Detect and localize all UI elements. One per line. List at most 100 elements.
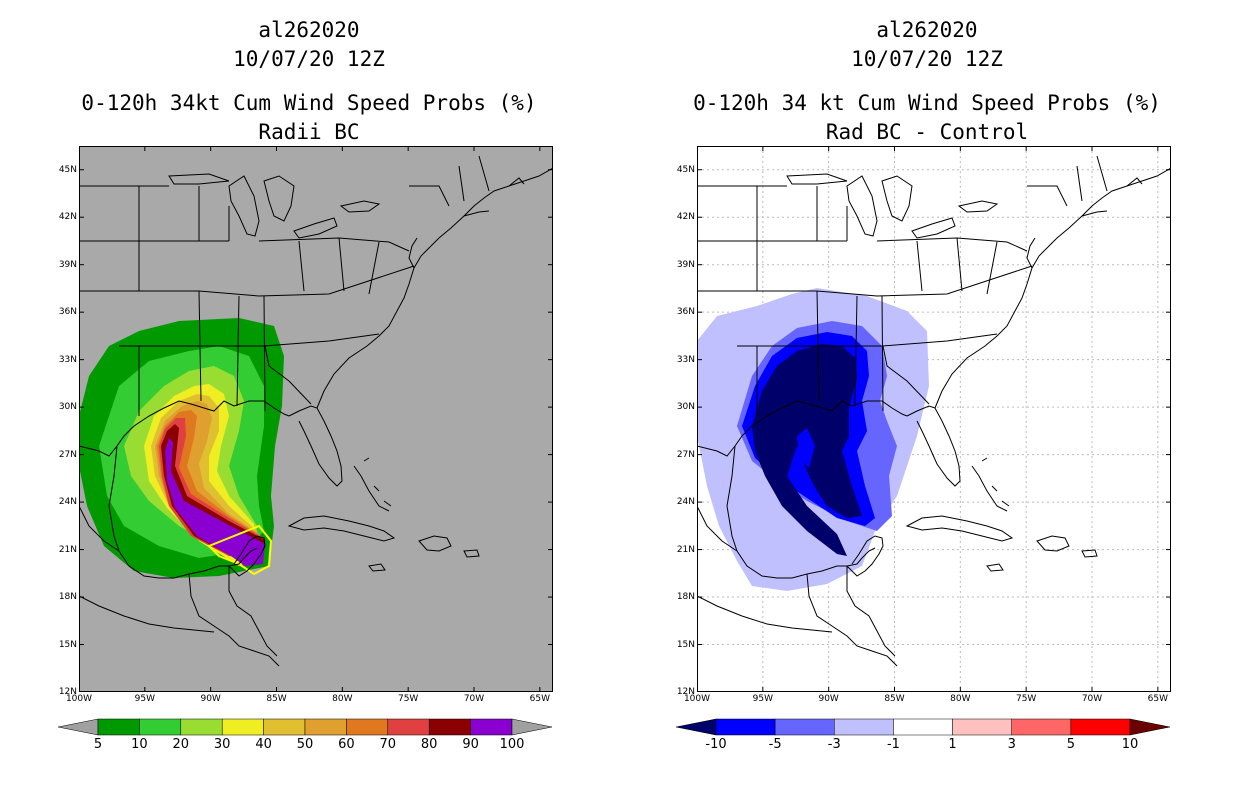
right-map-panel: al262020 10/07/20 12Z 0-120h 34 kt Cum W… (618, 0, 1236, 800)
left-map: 45N 42N 39N 36N 33N 30N 27N 24N 21N 18N 15N 12N 100… (59, 146, 553, 704)
lat-label: 18N (676, 592, 695, 603)
left-map-frame (79, 146, 553, 692)
colorbar-label: 40 (255, 737, 272, 752)
right-colorbar-segment (1011, 718, 1072, 736)
lon-label: 65W (529, 694, 550, 704)
right-colorbar-low-arrow (675, 718, 717, 736)
colorbar-label: 30 (213, 737, 231, 752)
lat-label: 42N (676, 212, 695, 223)
lat-label: 30N (676, 402, 695, 413)
right-colorbar-segment (715, 718, 776, 736)
left-colorbar-segment (346, 718, 389, 736)
lat-label: 39N (676, 259, 695, 270)
colorbar-label: -5 (768, 737, 782, 752)
left-colorbar-segment (139, 718, 182, 736)
prob-80-90-zone (161, 424, 265, 558)
right-colorbar-segment (1070, 718, 1131, 736)
lat-label: 15N (58, 639, 77, 650)
lon-label: 95W (134, 694, 155, 704)
lat-label: 36N (676, 307, 695, 318)
lon-label: 75W (397, 694, 419, 704)
lat-label: 12N (58, 687, 77, 697)
colorbar-label: 10 (1121, 737, 1139, 752)
left-colorbar-segment (263, 718, 306, 736)
colorbar-label: 60 (338, 737, 355, 752)
left-colorbar-segment (221, 718, 264, 736)
right-diff-shading (697, 288, 929, 591)
left-colorbar-segment (304, 718, 347, 736)
right-product-subtitle: Rad BC - Control (825, 120, 1029, 144)
lat-label: 24N (58, 497, 77, 508)
lat-label: 42N (58, 212, 77, 223)
left-product-subtitle: Radii BC (258, 120, 360, 144)
lat-label: 39N (58, 259, 77, 270)
left-wind-prob-shading (79, 318, 284, 578)
lon-label: 90W (200, 694, 221, 704)
right-map-frame (697, 146, 1171, 692)
lon-label: 70W (463, 694, 485, 704)
right-product-title: 0-120h 34 kt Cum Wind Speed Probs (%) (693, 91, 1161, 115)
lon-label: 80W (332, 694, 353, 704)
right-forecast-date: 10/07/20 12Z (851, 47, 1003, 71)
right-map-svg (697, 146, 1171, 692)
right-colorbar-segment (952, 718, 1012, 736)
left-colorbar-high-arrow (511, 718, 553, 736)
diff-minus5-hole (797, 428, 815, 468)
lat-label: 15N (676, 639, 695, 650)
colorbar-label: 90 (462, 737, 479, 752)
lat-label: 21N (58, 544, 77, 555)
lat-label: 45N (58, 164, 77, 175)
colorbar-label: -3 (827, 737, 841, 752)
colorbar-label: -10 (705, 737, 727, 752)
colorbar-label: 5 (1066, 737, 1075, 752)
right-colorbar-segment (774, 718, 835, 736)
left-colorbar-segment (180, 718, 223, 736)
lat-label: 18N (58, 592, 77, 603)
colorbar-label: 10 (131, 737, 148, 752)
left-colorbar-low-arrow (57, 718, 99, 736)
right-map: 45N 42N 39N 36N 33N 30N 27N 24N 21N 18N 15N 12N 100… (677, 146, 1171, 704)
left-colorbar-segment (387, 718, 430, 736)
lat-label: 33N (58, 354, 77, 365)
lat-label: 21N (676, 544, 695, 555)
colorbar-label: 50 (296, 737, 314, 752)
lat-label: 12N (676, 687, 695, 697)
lon-label: 70W (1081, 694, 1103, 704)
right-colorbar (675, 718, 1171, 736)
left-colorbar-segment (470, 718, 513, 736)
prob-outline (207, 524, 273, 576)
lon-label: 85W (266, 694, 287, 704)
right-colorbar-segment (834, 718, 894, 736)
lon-label: 75W (1015, 694, 1037, 704)
colorbar-label: 5 (93, 737, 103, 752)
left-colorbar-segment (97, 718, 140, 736)
colorbar-label: 20 (172, 737, 190, 752)
lon-label: 80W (950, 694, 971, 704)
lon-label: 100W (683, 694, 711, 704)
lat-label: 30N (58, 402, 77, 413)
left-colorbar-segment (428, 718, 471, 736)
left-colorbar (57, 718, 553, 736)
colorbar-label: 80 (420, 737, 438, 752)
lat-label: 27N (676, 449, 695, 460)
lon-label: 100W (65, 694, 93, 704)
lon-label: 95W (752, 694, 773, 704)
colorbar-label: 100 (499, 737, 525, 752)
lat-label: 36N (58, 307, 77, 318)
lat-label: 24N (676, 497, 695, 508)
left-storm-id: al262020 (258, 18, 360, 42)
lon-label: 85W (884, 694, 905, 704)
lon-label: 90W (818, 694, 839, 704)
left-map-panel: al262020 10/07/20 12Z 0-120h 34kt Cum Wi… (57, 18, 553, 752)
left-product-title: 0-120h 34kt Cum Wind Speed Probs (%) (81, 91, 537, 115)
right-storm-id: al262020 (876, 18, 978, 42)
lat-label: 33N (676, 354, 695, 365)
right-gridlines (697, 146, 1171, 692)
right-colorbar-segment (893, 718, 953, 736)
lat-label: 27N (58, 449, 77, 460)
colorbar-label: 70 (379, 737, 397, 752)
left-forecast-date: 10/07/20 12Z (233, 47, 385, 71)
lon-label: 65W (1147, 694, 1168, 704)
colorbar-label: 3 (1007, 737, 1016, 752)
lat-label: 45N (676, 164, 695, 175)
